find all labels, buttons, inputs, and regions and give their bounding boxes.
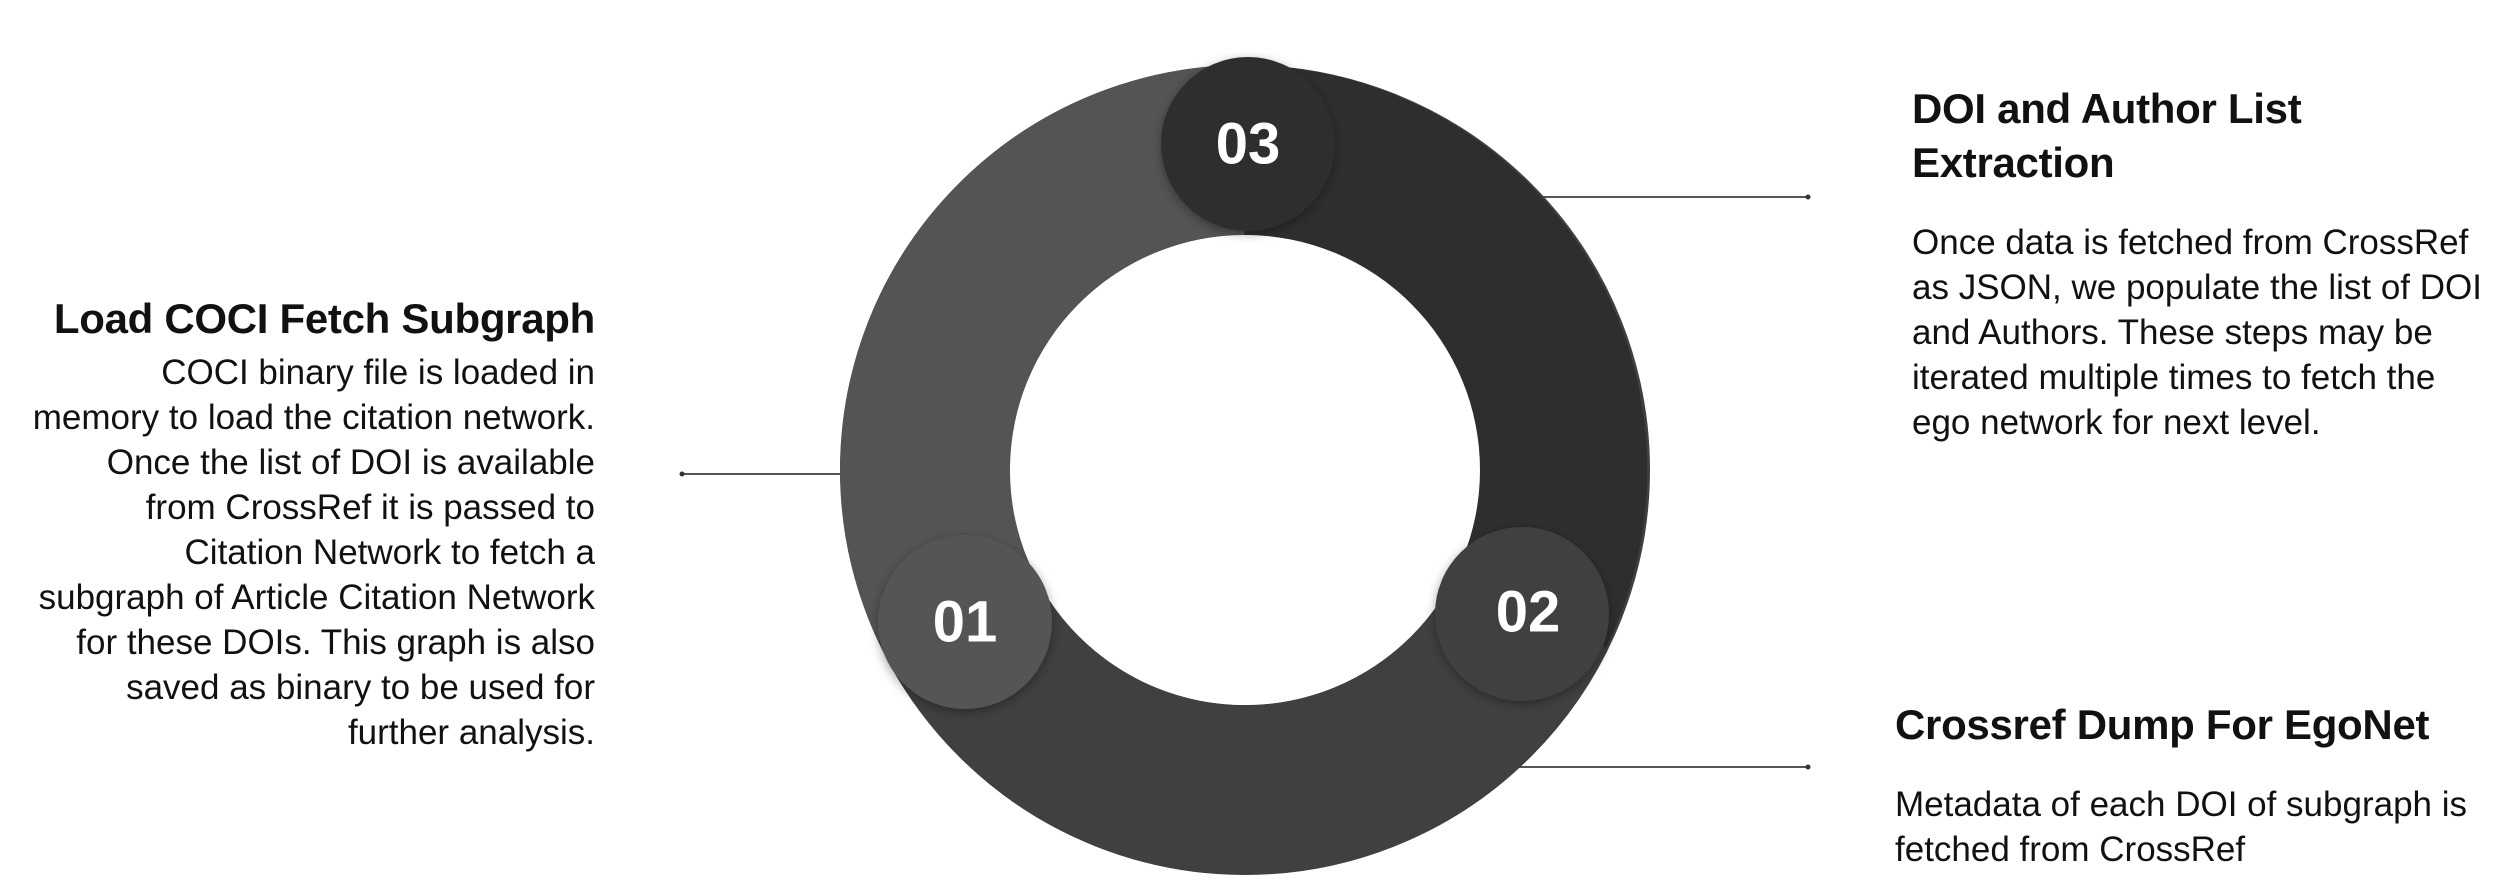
badge-03 [1161, 57, 1335, 231]
step-02-description: Metadata of each DOI of subgraph is fetc… [1895, 785, 2467, 869]
step-number-02: 02 [1496, 580, 1561, 645]
ring-segment-01-arc [840, 65, 1247, 641]
step-03-description: Once data is fetched from CrossRef as JS… [1912, 223, 2482, 442]
step-02-title: Crossref Dump For EgoNet [1895, 701, 2430, 748]
ring-hole [1010, 235, 1480, 705]
badge-01 [878, 535, 1052, 709]
step-03-block: DOI and Author List Extraction Once data… [1912, 82, 2482, 445]
step-01-block: Load COCI Fetch Subgraph COCI binary fil… [30, 292, 596, 755]
step-02-block: Crossref Dump For EgoNet Metadata of eac… [1895, 698, 2485, 872]
connector-01 [679, 471, 845, 477]
badge-02 [1435, 527, 1609, 701]
connector-03 [1540, 194, 1811, 200]
ring-segment-03-arc [1242, 65, 1648, 648]
connector-02 [1510, 764, 1811, 770]
step-01-title: Load COCI Fetch Subgraph [53, 295, 595, 342]
step-number-01: 01 [933, 590, 998, 655]
step-03-title: DOI and Author List Extraction [1912, 85, 2302, 186]
step-01-description: COCI binary file is loaded in memory to … [32, 353, 595, 752]
step-number-03: 03 [1216, 112, 1281, 177]
